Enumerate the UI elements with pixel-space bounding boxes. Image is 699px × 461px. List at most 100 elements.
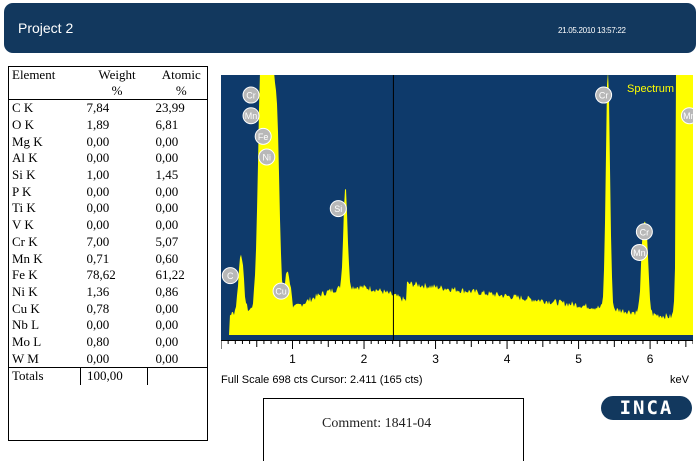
table-row: Ni K 1,36 0,86 <box>9 284 207 301</box>
x-tick-label: 4 <box>504 352 511 366</box>
peak-label-cr: Cr <box>635 223 653 241</box>
weight-cell: 0,00 <box>86 350 110 366</box>
element-cell: Ti K <box>12 200 36 216</box>
weight-cell: 0,00 <box>86 200 110 216</box>
x-tick-label: 6 <box>647 352 654 366</box>
table-row: Mo L 0,80 0,00 <box>9 334 207 351</box>
atomic-cell: 0,00 <box>155 350 179 366</box>
peak-label-cr: Cr <box>242 86 260 104</box>
atomic-cell: 0,00 <box>155 133 179 149</box>
composition-table: Element Weight Atomic % % C K 7,84 23,99 O … <box>8 66 208 441</box>
svg-text:Ni: Ni <box>263 152 272 162</box>
atomic-cell: 6,81 <box>155 117 179 133</box>
peak-label-c: C <box>221 267 239 285</box>
peak-label-mn: Mn <box>680 107 693 125</box>
table-row: Cr K 7,00 5,07 <box>9 234 207 251</box>
element-cell: C K <box>12 100 34 116</box>
weight-cell: 1,36 <box>86 283 110 299</box>
weight-cell: 7,00 <box>86 233 110 249</box>
weight-cell: 7,84 <box>86 100 110 116</box>
svg-text:Cr: Cr <box>640 227 650 237</box>
x-tick-label: 2 <box>361 352 368 366</box>
atomic-cell: 0,00 <box>155 300 179 316</box>
svg-text:Mn: Mn <box>245 111 258 121</box>
element-cell: Mn K <box>12 250 43 266</box>
svg-text:C: C <box>227 271 234 281</box>
table-row: C K 7,84 23,99 <box>9 100 207 117</box>
weight-cell: 0,00 <box>86 217 110 233</box>
element-cell: Nb L <box>12 317 40 333</box>
comment-box: Comment: 1841-04 <box>263 398 524 461</box>
table-row: Mn K 0,71 0,60 <box>9 250 207 267</box>
element-cell: Ni K <box>12 283 38 299</box>
spectrum-fill <box>221 75 693 335</box>
col-header-atomic-unit: % <box>147 83 207 100</box>
svg-text:Cr: Cr <box>599 91 609 101</box>
peak-label-cr: Cr <box>595 86 613 104</box>
weight-cell: 0,71 <box>86 250 110 266</box>
atomic-cell: 0,86 <box>155 283 179 299</box>
svg-text:Mn: Mn <box>633 248 646 258</box>
weight-cell: 1,89 <box>86 117 110 133</box>
weight-cell: 0,00 <box>86 133 110 149</box>
eds-spectrum-chart[interactable]: C Cr Mn Fe Ni Cu Si Cr Cr Mn Mn Spectrum 5 <box>221 75 693 340</box>
table-row: O K 1,89 6,81 <box>9 117 207 134</box>
svg-text:Cr: Cr <box>246 91 256 101</box>
totals-weight: 100,00 <box>80 366 148 385</box>
atomic-cell: 0,00 <box>155 217 179 233</box>
atomic-cell: 23,99 <box>155 100 185 116</box>
col-header-element: Element <box>12 67 56 82</box>
table-row: Si K 1,00 1,45 <box>9 167 207 184</box>
weight-cell: 0,00 <box>86 317 110 333</box>
table-row: P K 0,00 0,00 <box>9 183 207 200</box>
svg-text:Cu: Cu <box>275 287 287 297</box>
peak-labels: C Cr Mn Fe Ni Cu Si Cr Cr Mn Mn <box>221 86 693 300</box>
table-row: V K 0,00 0,00 <box>9 217 207 234</box>
table-row: Al K 0,00 0,00 <box>9 150 207 167</box>
svg-text:Fe: Fe <box>258 132 269 142</box>
col-header-element-unit <box>9 83 81 100</box>
weight-cell: 0,00 <box>86 150 110 166</box>
col-header-atomic: Atomic <box>161 67 201 82</box>
atomic-cell: 5,07 <box>155 233 179 249</box>
element-cell: W M <box>12 350 39 366</box>
weight-cell: 0,78 <box>86 300 110 316</box>
peak-label-si: Si <box>329 200 347 218</box>
element-cell: Si K <box>12 167 36 183</box>
table-row: Ti K 0,00 0,00 <box>9 200 207 217</box>
x-axis-unit: keV <box>670 374 689 386</box>
atomic-cell: 1,45 <box>155 167 179 183</box>
totals-label: Totals <box>9 366 81 385</box>
svg-text:Mn: Mn <box>683 111 693 121</box>
peak-label-fe: Fe <box>254 127 272 145</box>
report-datetime: 21.05.2010 13:57:22 <box>558 26 626 35</box>
x-tick-label: 1 <box>289 352 296 366</box>
comment-text: Comment: 1841-04 <box>322 416 432 431</box>
element-cell: Cr K <box>12 233 38 249</box>
col-header-weight: Weight <box>98 67 136 82</box>
weight-cell: 1,00 <box>86 167 110 183</box>
project-title: Project 2 <box>18 20 74 36</box>
weight-cell: 78,62 <box>86 267 116 283</box>
element-cell: V K <box>12 217 34 233</box>
table-row: Cu K 0,78 0,00 <box>9 300 207 317</box>
peak-label-mn: Mn <box>242 107 260 125</box>
atomic-cell: 61,22 <box>155 267 185 283</box>
table-row: Fe K 78,62 61,22 <box>9 267 207 284</box>
element-cell: P K <box>12 183 32 199</box>
element-cell: O K <box>12 117 35 133</box>
table-row: Mg K 0,00 0,00 <box>9 133 207 150</box>
totals-atomic <box>147 366 207 385</box>
totals-row: Totals 100,00 <box>9 366 207 385</box>
inca-logo: INCA <box>601 396 692 420</box>
element-cell: Fe K <box>12 267 38 283</box>
col-header-weight-unit: % <box>80 83 148 100</box>
svg-text:Si: Si <box>334 204 342 214</box>
element-cell: Cu K <box>12 300 40 316</box>
peak-label-cu: Cu <box>272 282 290 300</box>
atomic-cell: 0,00 <box>155 150 179 166</box>
atomic-cell: 0,60 <box>155 250 179 266</box>
weight-cell: 0,00 <box>86 183 110 199</box>
x-tick-label: 5 <box>575 352 582 366</box>
spectrum-label: Spectrum 5 <box>627 83 683 95</box>
